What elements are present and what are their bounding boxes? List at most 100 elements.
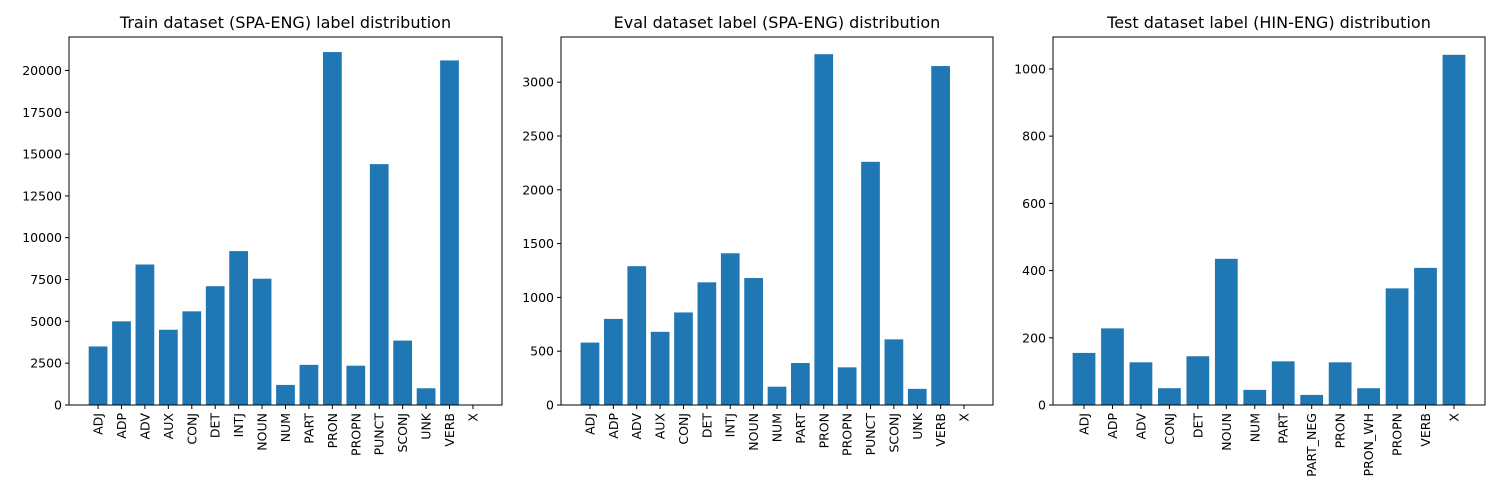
y-tick-label: 600 <box>1022 196 1046 211</box>
x-tick-label: PUNCT <box>863 413 878 456</box>
bar-verb <box>440 60 459 405</box>
y-tick-label: 200 <box>1022 330 1046 345</box>
x-tick-label: VERB <box>933 413 948 447</box>
bar-unk <box>416 388 436 405</box>
bar-det <box>1186 356 1210 405</box>
plot-frame <box>68 36 503 406</box>
y-tick-label: 1000 <box>522 290 554 305</box>
y-tick-label: 1500 <box>522 236 554 251</box>
bar-verb <box>931 66 950 405</box>
y-tick-label: 17500 <box>22 105 62 120</box>
bar-adp <box>1101 328 1124 405</box>
x-tick-label: PRON <box>816 413 831 448</box>
bar-propn <box>837 367 857 405</box>
x-tick-label: PRON_WH <box>1361 413 1376 476</box>
chart-panel-1: Train dataset (SPA-ENG) label distributi… <box>22 13 503 456</box>
bar-x <box>1442 54 1466 406</box>
x-tick-label: PART <box>793 413 808 444</box>
x-tick-label: PART <box>1276 413 1291 444</box>
bar-aux <box>158 329 178 405</box>
x-tick-label: DET <box>1190 413 1205 439</box>
bar-noun <box>252 278 272 405</box>
bar-conj <box>674 312 693 405</box>
bar-propn <box>1385 288 1409 405</box>
y-tick-label: 1000 <box>1014 61 1046 76</box>
y-tick-label: 400 <box>1022 263 1046 278</box>
x-tick-label: ADV <box>629 413 644 440</box>
x-tick-label: AUX <box>653 413 668 440</box>
bar-propn <box>346 365 366 405</box>
bar-part <box>791 363 810 405</box>
bar-pron <box>1328 362 1352 405</box>
y-tick-label: 7500 <box>30 272 62 287</box>
bar-adv <box>135 264 155 405</box>
chart-title: Train dataset (SPA-ENG) label distributi… <box>119 13 451 32</box>
x-tick-label: DET <box>208 413 223 439</box>
y-tick-label: 500 <box>530 344 554 359</box>
x-tick-label: ADP <box>114 413 129 439</box>
bar-adv <box>627 266 647 405</box>
bar-part_neg <box>1300 394 1324 405</box>
y-tick-label: 0 <box>54 398 62 413</box>
y-tick-label: 15000 <box>22 147 62 162</box>
bar-pron_wh <box>1357 388 1380 405</box>
x-tick-label: ADJ <box>1077 413 1092 435</box>
x-tick-label: INTJ <box>723 413 738 437</box>
bar-num <box>767 386 787 405</box>
x-tick-label: ADV <box>137 413 152 440</box>
x-tick-label: ADV <box>1133 413 1148 440</box>
x-tick-label: PUNCT <box>372 413 387 456</box>
x-tick-label: AUX <box>161 413 176 440</box>
x-tick-label: CONJ <box>1162 413 1177 445</box>
x-tick-label: PROPN <box>840 413 855 456</box>
x-tick-label: ADJ <box>91 413 106 435</box>
bar-det <box>697 282 717 405</box>
y-tick-label: 800 <box>1022 129 1046 144</box>
x-tick-label: NOUN <box>255 413 270 451</box>
y-tick-label: 12500 <box>22 188 62 203</box>
bar-pron <box>814 54 834 406</box>
y-tick-label: 0 <box>546 398 554 413</box>
x-tick-label: ADP <box>606 413 621 439</box>
bar-noun <box>1214 258 1238 405</box>
x-tick-label: NUM <box>278 413 293 442</box>
x-tick-label: ADJ <box>582 413 597 435</box>
x-tick-label: CONJ <box>184 413 199 445</box>
bar-punct <box>861 161 880 405</box>
plot-frame <box>560 36 994 406</box>
bar-adj <box>1072 352 1096 405</box>
bar-conj <box>182 311 202 405</box>
x-tick-label: UNK <box>419 412 434 439</box>
bar-adp <box>604 318 623 405</box>
bar-intj <box>229 251 249 405</box>
y-tick-label: 2500 <box>522 128 554 143</box>
x-tick-label: NUM <box>770 413 785 442</box>
x-tick-label: X <box>465 413 480 422</box>
bar-sconj <box>393 340 413 405</box>
chart-panel-3: Test dataset label (HIN-ENG) distributio… <box>1014 13 1486 477</box>
bar-unk <box>907 388 927 405</box>
bar-sconj <box>884 339 904 405</box>
x-tick-label: NOUN <box>746 413 761 451</box>
bar-part <box>299 364 319 405</box>
x-tick-label: PROPN <box>348 413 363 456</box>
bar-verb <box>1414 267 1437 405</box>
x-tick-label: X <box>957 413 972 422</box>
x-tick-label: PART_NEG <box>1304 413 1319 477</box>
y-tick-label: 0 <box>1038 398 1046 413</box>
bar-conj <box>1158 388 1181 405</box>
x-tick-label: ADP <box>1105 413 1120 439</box>
bar-adv <box>1129 362 1153 405</box>
bar-adp <box>112 321 131 405</box>
x-tick-label: NOUN <box>1219 413 1234 451</box>
x-tick-label: INTJ <box>231 413 246 437</box>
x-tick-label: DET <box>699 413 714 439</box>
x-tick-label: PART <box>301 413 316 444</box>
bar-aux <box>650 331 670 405</box>
y-tick-label: 3000 <box>522 75 554 90</box>
x-tick-label: SCONJ <box>886 413 901 453</box>
y-tick-label: 2000 <box>522 182 554 197</box>
bar-det <box>205 286 225 405</box>
y-tick-label: 20000 <box>22 63 62 78</box>
bar-num <box>276 384 295 405</box>
